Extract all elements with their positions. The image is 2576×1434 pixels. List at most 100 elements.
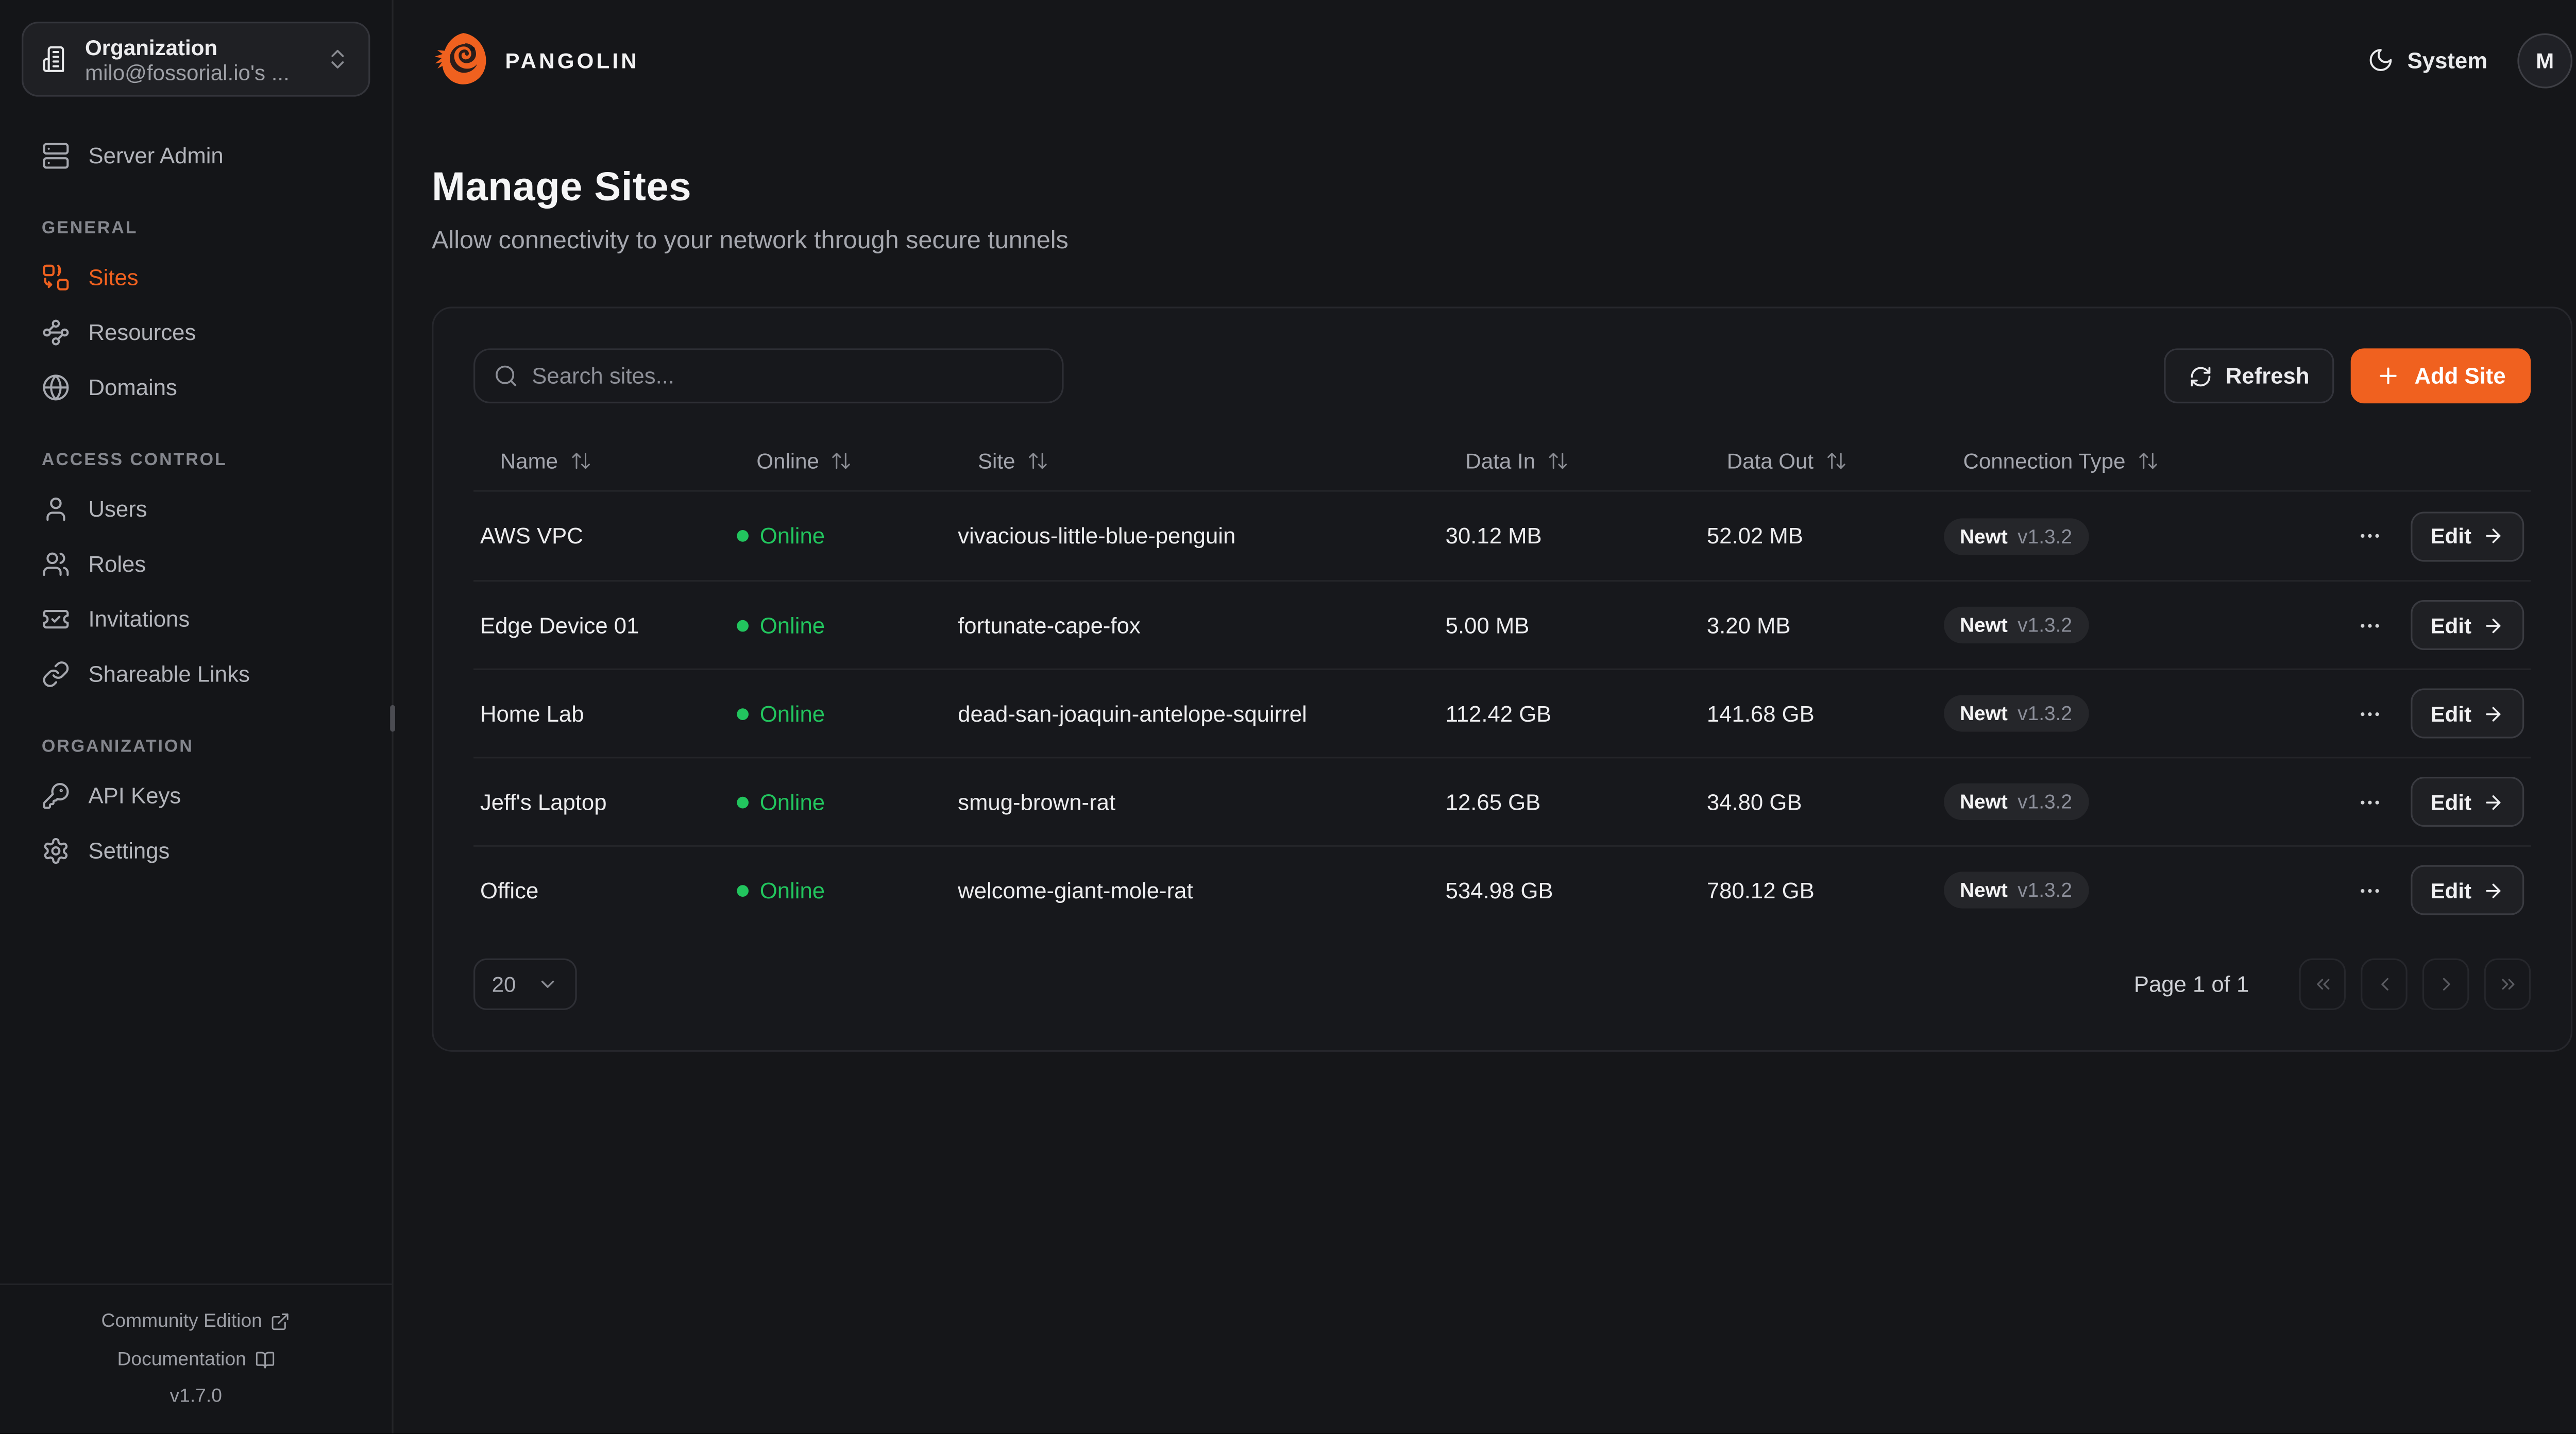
online-status-dot: [736, 619, 749, 631]
sidebar-item-users[interactable]: Users: [22, 482, 370, 537]
connection-type-badge: Newt v1.3.2: [1943, 695, 2089, 732]
online-status-label: Online: [759, 612, 825, 638]
online-status-dot: [736, 707, 749, 720]
site-online-cell: Online: [730, 877, 952, 903]
sidebar-item-shareable-links[interactable]: Shareable Links: [22, 647, 370, 702]
column-header-site[interactable]: Site: [951, 448, 1439, 472]
table-row: Office Online welcome-giant-mole-rat 534…: [473, 845, 2531, 934]
row-menu-button[interactable]: [2344, 688, 2394, 738]
sort-icon: [1825, 449, 1847, 471]
site-tunnel-cell: fortunate-cape-fox: [958, 612, 1141, 638]
online-status-label: Online: [759, 701, 825, 726]
site-name-cell: AWS VPC: [480, 523, 583, 549]
documentation-link[interactable]: Documentation: [117, 1342, 275, 1378]
page-size-select[interactable]: 20: [473, 958, 577, 1010]
first-page-button[interactable]: [2299, 958, 2346, 1010]
row-menu-button[interactable]: [2344, 865, 2394, 915]
user-icon: [42, 495, 70, 523]
site-name-cell: Office: [480, 877, 539, 903]
sidebar-item-domains[interactable]: Domains: [22, 360, 370, 415]
globe-icon: [42, 373, 70, 402]
sidebar-item-roles[interactable]: Roles: [22, 537, 370, 592]
row-edit-cell: Edit: [2394, 865, 2531, 915]
row-menu-cell: [2337, 865, 2394, 915]
site-tunnel-cell: smug-brown-rat: [958, 789, 1116, 814]
brand[interactable]: PANGOLIN: [432, 30, 639, 90]
sites-card: Refresh Add Site Name Online Site Data I…: [432, 306, 2573, 1052]
waypoints-icon: [42, 318, 70, 347]
avatar-initial: M: [2536, 47, 2554, 73]
data-out-cell: 52.02 MB: [1706, 523, 1803, 549]
add-site-label: Add Site: [2414, 363, 2506, 388]
theme-toggle-button[interactable]: System: [2367, 47, 2487, 74]
page-size-value: 20: [492, 971, 516, 997]
connection-type-cell: Newt v1.3.2: [1937, 783, 2338, 821]
online-status-label: Online: [759, 877, 825, 903]
chevrons-up-down-icon: [325, 47, 350, 72]
row-menu-button[interactable]: [2344, 777, 2394, 827]
connection-type-version: v1.3.2: [2018, 878, 2073, 902]
theme-toggle-label: System: [2407, 47, 2488, 73]
connection-type-name: Newt: [1959, 524, 2008, 548]
connection-type-version: v1.3.2: [2018, 790, 2073, 814]
edit-button[interactable]: Edit: [2411, 865, 2524, 915]
column-header-connection-type[interactable]: Connection Type: [1937, 448, 2338, 472]
last-page-button[interactable]: [2484, 958, 2531, 1010]
section-title: ORGANIZATION: [41, 737, 194, 757]
refresh-icon: [2189, 364, 2212, 387]
previous-page-button[interactable]: [2361, 958, 2408, 1010]
data-out-cell: 780.12 GB: [1706, 877, 1815, 903]
ellipsis-icon: [2357, 701, 2382, 726]
topbar-right: System M: [2367, 32, 2573, 88]
sidebar-item-server-admin[interactable]: Server Admin: [22, 128, 370, 183]
next-page-button[interactable]: [2422, 958, 2469, 1010]
add-site-button[interactable]: Add Site: [2351, 348, 2531, 404]
column-header-name[interactable]: Name: [473, 448, 730, 472]
sidebar-resize-handle[interactable]: [390, 705, 395, 732]
sites-table: Name Online Site Data In Data Out Connec…: [473, 430, 2531, 933]
edit-button-label: Edit: [2430, 789, 2472, 814]
table-header-row: Name Online Site Data In Data Out Connec…: [473, 430, 2531, 492]
users-icon: [42, 550, 70, 578]
org-selector-label: Organization: [85, 34, 218, 59]
table-row: AWS VPC Online vivacious-little-blue-pen…: [473, 492, 2531, 581]
site-online-cell: Online: [730, 789, 952, 814]
connection-type-name: Newt: [1959, 878, 2008, 902]
site-online-cell: Online: [730, 701, 952, 726]
row-menu-button[interactable]: [2344, 511, 2394, 561]
edit-button[interactable]: Edit: [2411, 688, 2524, 739]
edit-button[interactable]: Edit: [2411, 776, 2524, 827]
edit-button[interactable]: Edit: [2411, 600, 2524, 651]
sidebar-item-label: Invitations: [88, 606, 190, 632]
sidebar-item-settings[interactable]: Settings: [22, 824, 370, 879]
chevrons-left-icon: [2312, 974, 2333, 995]
column-header-data-out[interactable]: Data Out: [1700, 448, 1937, 472]
sort-icon: [570, 449, 591, 471]
connection-type-badge: Newt v1.3.2: [1943, 606, 2089, 644]
sidebar-item-sites[interactable]: Sites: [22, 250, 370, 305]
sidebar-item-api-keys[interactable]: API Keys: [22, 769, 370, 824]
refresh-button[interactable]: Refresh: [2164, 348, 2335, 404]
community-edition-link[interactable]: Community Edition: [101, 1304, 291, 1340]
ellipsis-icon: [2357, 523, 2382, 549]
row-edit-cell: Edit: [2394, 600, 2531, 651]
online-status-label: Online: [759, 789, 825, 814]
site-tunnel-cell: dead-san-joaquin-antelope-squirrel: [958, 701, 1307, 726]
page-subtitle: Allow connectivity to your network throu…: [432, 227, 1069, 255]
section-title: GENERAL: [41, 218, 138, 238]
external-link-icon: [270, 1312, 291, 1332]
avatar[interactable]: M: [2517, 32, 2573, 88]
sidebar-item-label: Settings: [88, 838, 170, 864]
sidebar-item-resources[interactable]: Resources: [22, 305, 370, 360]
column-header-online[interactable]: Online: [730, 448, 952, 472]
ticket-check-icon: [42, 605, 70, 634]
connection-type-cell: Newt v1.3.2: [1937, 606, 2338, 644]
edit-button[interactable]: Edit: [2411, 510, 2524, 561]
sidebar-item-invitations[interactable]: Invitations: [22, 592, 370, 647]
row-menu-button[interactable]: [2344, 600, 2394, 650]
org-selector[interactable]: Organization milo@fossorial.io's ...: [22, 22, 370, 97]
search-input[interactable]: [532, 363, 1044, 388]
sort-icon: [1027, 449, 1048, 471]
column-header-data-in[interactable]: Data In: [1439, 448, 1700, 472]
online-status-dot: [736, 530, 749, 542]
